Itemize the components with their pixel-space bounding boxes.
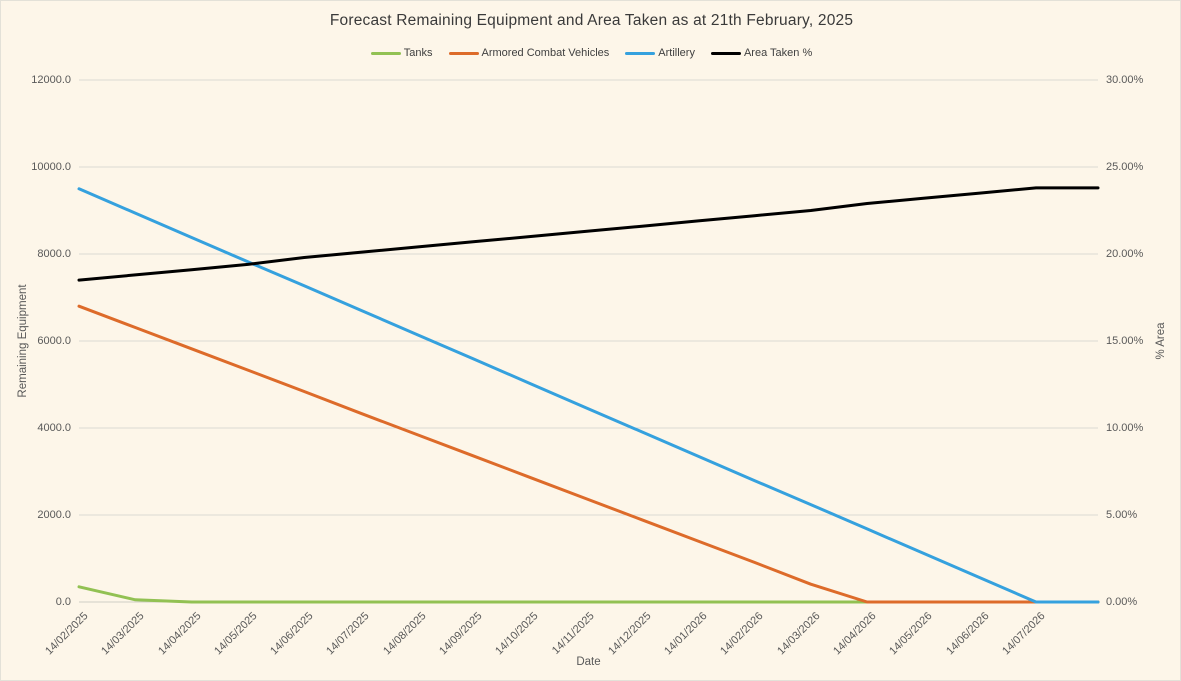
chart-title: Forecast Remaining Equipment and Area Ta…	[329, 12, 854, 29]
legend: Tanks Armored Combat Vehicles Artillery Are…	[1, 47, 1180, 59]
legend-label: Area Taken %	[743, 47, 813, 59]
legend-item-area-taken-[interactable]: Area Taken %	[710, 47, 813, 59]
series-line-area-taken-	[77, 186, 1100, 282]
left-axis-tick: 12000.0	[31, 74, 71, 86]
series-line-artillery	[77, 187, 1100, 604]
right-axis-tick: 0.00%	[1106, 596, 1138, 608]
left-axis-title: Remaining Equipment	[17, 284, 29, 398]
left-axis-tick: 2000.0	[37, 509, 71, 521]
legend-item-artillery[interactable]: Artillery	[625, 47, 695, 59]
x-axis-title: Date	[576, 656, 601, 668]
legend-label: Armored Combat Vehicles	[481, 47, 610, 59]
right-axis-title: % Area	[1155, 322, 1167, 360]
left-axis-tick: 10000.0	[31, 161, 71, 173]
right-axis-tick: 10.00%	[1106, 422, 1144, 434]
left-axis-tick: 8000.0	[37, 248, 71, 260]
right-axis-tick: 25.00%	[1106, 161, 1144, 173]
right-axis-tick: 20.00%	[1106, 248, 1144, 260]
left-axis-tick: 4000.0	[37, 422, 71, 434]
legend-item-tanks[interactable]: Tanks	[370, 47, 433, 59]
right-axis-tick: 30.00%	[1106, 74, 1144, 86]
right-axis-tick: 5.00%	[1106, 509, 1138, 521]
left-axis-tick: 6000.0	[37, 335, 71, 347]
series-line-armored-combat-vehicles	[77, 304, 1100, 604]
legend-label: Artillery	[658, 47, 695, 59]
legend-swatch	[370, 51, 401, 55]
legend-item-armored-combat-vehicles[interactable]: Armored Combat Vehicles	[448, 47, 610, 59]
right-axis-tick: 15.00%	[1106, 335, 1144, 347]
legend-swatch	[625, 51, 656, 55]
series-line-tanks	[77, 585, 1100, 604]
legend-swatch	[710, 51, 741, 55]
legend-swatch	[448, 51, 479, 55]
left-axis-tick: 0.0	[55, 596, 71, 608]
legend-label: Tanks	[403, 47, 433, 59]
